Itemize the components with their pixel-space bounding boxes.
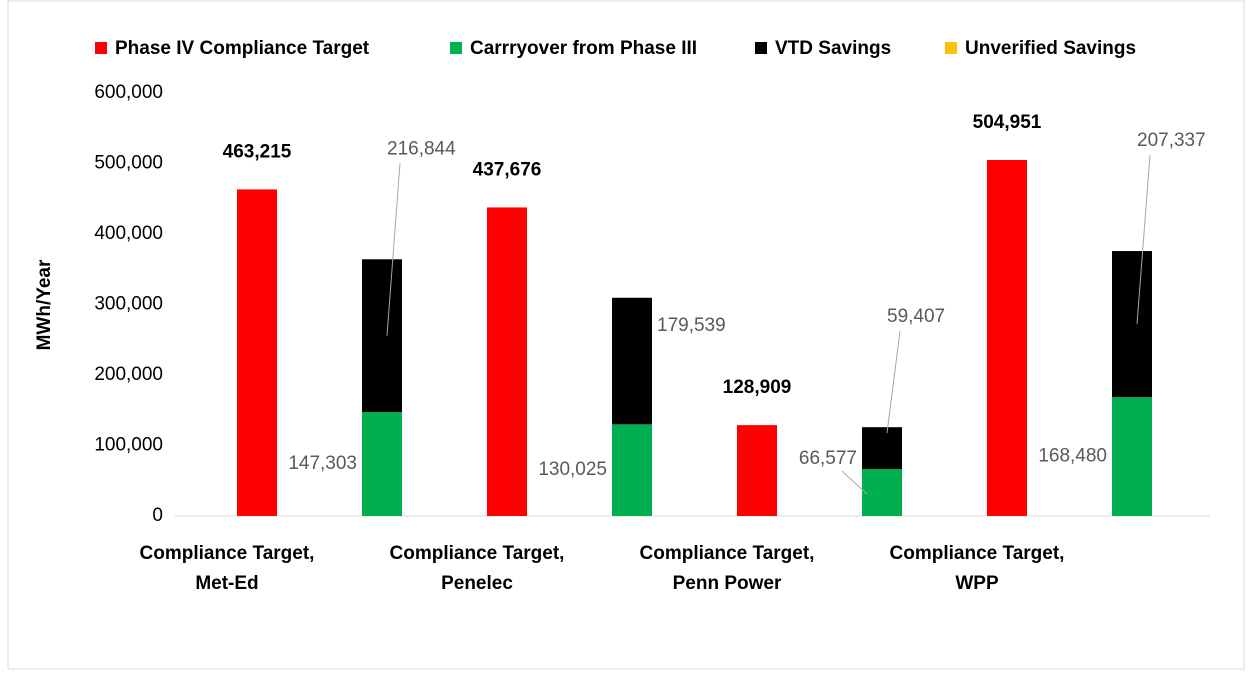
y-tick-label: 200,000 <box>94 364 163 385</box>
bar <box>862 469 902 516</box>
data-label: 128,909 <box>723 377 792 398</box>
data-label: 207,337 <box>1137 130 1206 151</box>
bar <box>1112 251 1152 398</box>
y-tick-label: 300,000 <box>94 294 163 315</box>
data-label: 168,480 <box>1038 446 1107 467</box>
bar <box>487 207 527 516</box>
data-label: 147,303 <box>288 453 357 474</box>
leader-line <box>1136 155 1151 325</box>
data-label: 59,407 <box>887 306 945 327</box>
data-label: 130,025 <box>538 459 607 480</box>
y-axis-label: MWh/Year <box>34 259 55 350</box>
y-tick-label: 600,000 <box>94 82 163 103</box>
legend-label: Phase IV Compliance Target <box>115 38 370 59</box>
legend-swatch <box>450 42 462 54</box>
data-label: 216,844 <box>387 138 456 159</box>
x-tick-label: Compliance Target, Penelec <box>389 543 565 594</box>
bar <box>612 424 652 516</box>
data-label: 437,676 <box>473 159 542 180</box>
y-tick-label: 0 <box>152 505 163 526</box>
bar <box>737 425 777 516</box>
data-label: 504,951 <box>973 112 1042 133</box>
legend-label: VTD Savings <box>775 38 891 59</box>
frame <box>7 0 1245 670</box>
legend-label: Carrryover from Phase III <box>470 38 697 59</box>
bar <box>362 412 402 516</box>
legend-swatch <box>95 42 107 54</box>
data-label: 179,539 <box>657 315 726 336</box>
legend-swatch <box>945 42 957 54</box>
data-label: 463,215 <box>223 141 292 162</box>
data-label: 66,577 <box>799 448 857 469</box>
x-tick-label: Compliance Target, Met-Ed <box>139 543 315 594</box>
x-tick-label: Compliance Target, Penn Power <box>639 543 815 594</box>
x-tick-label: Compliance Target, WPP <box>889 543 1065 594</box>
bar <box>612 297 652 425</box>
leader-line <box>886 331 901 434</box>
leader-line <box>841 470 868 495</box>
y-tick-label: 500,000 <box>94 153 163 174</box>
legend-label: Unverified Savings <box>965 38 1136 59</box>
y-tick-label: 100,000 <box>94 435 163 456</box>
bar <box>237 189 277 517</box>
y-tick-label: 400,000 <box>94 223 163 244</box>
legend-swatch <box>755 42 767 54</box>
bar <box>862 427 902 470</box>
bar <box>362 259 402 413</box>
bar <box>1112 397 1152 516</box>
leader-line <box>386 163 401 336</box>
bar <box>987 160 1027 516</box>
